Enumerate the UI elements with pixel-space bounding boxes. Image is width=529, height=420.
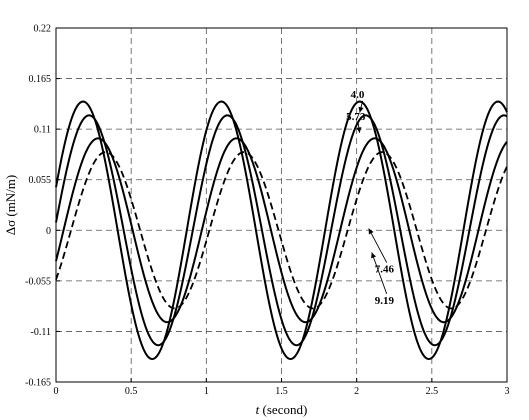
x-axis-variable: t	[256, 402, 260, 417]
annotation-label-5-73: 5.73	[346, 111, 366, 123]
series-line-5-73	[55, 114, 508, 347]
annotation-arrowhead	[368, 228, 374, 235]
series-line-4-0	[55, 100, 508, 361]
annotation-label-7-46: 7.46	[375, 264, 395, 276]
x-axis-unit: (second)	[259, 402, 307, 417]
y-axis-title: Δσ (mN/m)	[3, 175, 18, 236]
y-tick-label: -0.165	[25, 378, 51, 389]
y-tick-label: -0.055	[25, 276, 51, 287]
y-tick-label: 0.22	[34, 24, 52, 35]
x-tick-label: 0	[54, 386, 59, 397]
series-lines	[55, 100, 508, 361]
y-tick-label: 0	[46, 226, 51, 237]
annotation-arrowhead	[356, 127, 362, 133]
x-tick-label: 3	[505, 386, 510, 397]
annotation-leader	[368, 228, 388, 263]
x-tick-label: 2.5	[426, 386, 439, 397]
y-tick-label: 0.11	[34, 125, 51, 136]
grid	[56, 28, 507, 382]
x-tick-label: 0.5	[125, 386, 138, 397]
annotation-arrowhead	[371, 252, 376, 259]
x-tick-label: 1.5	[275, 386, 288, 397]
annotation-label-4-0: 4.0	[351, 89, 365, 101]
y-tick-label: 0.165	[29, 74, 52, 85]
axis-ticks: 0 0.5 1 1.5 2 2.5 3 -0.165 -0.11 -0.055 0 0.055 0.11…	[25, 24, 509, 398]
series-line-9-19	[55, 151, 508, 310]
x-tick-label: 1	[204, 386, 209, 397]
annotations: 4.0 5.73 7.46 9.19	[346, 89, 394, 307]
x-axis-title: t (second)	[256, 402, 308, 417]
x-tick-label: 2	[354, 386, 359, 397]
annotation-leader	[371, 252, 388, 294]
annotation-arrowhead	[358, 106, 364, 113]
series-line-7-46	[55, 137, 508, 324]
annotation-label-9-19: 9.19	[375, 295, 395, 307]
y-tick-label: 0.055	[29, 175, 52, 186]
y-tick-label: -0.11	[31, 327, 51, 338]
